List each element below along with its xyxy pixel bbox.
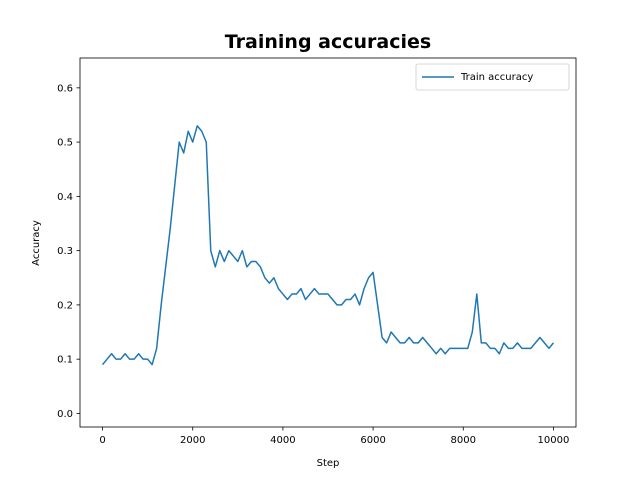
x-tick-label: 8000 <box>451 435 476 446</box>
plot-area-frame <box>79 57 577 428</box>
y-axis-label: Accuracy <box>31 220 42 266</box>
y-axis: 0.0 0.1 0.2 0.3 0.4 0.5 0.6 <box>57 83 80 420</box>
x-tick-label: 6000 <box>360 435 385 446</box>
chart-title: Training accuracies <box>225 31 431 53</box>
y-tick-label: 0.6 <box>57 83 73 94</box>
legend: Train accuracy <box>415 63 570 91</box>
x-tick-label: 0 <box>99 435 105 446</box>
legend-box <box>415 63 570 91</box>
series-line-train-accuracy <box>101 125 555 366</box>
plot-series <box>101 125 555 366</box>
y-tick-label: 0.3 <box>57 246 73 257</box>
y-tick-label: 0.0 <box>57 409 73 420</box>
x-tick-label: 4000 <box>270 435 295 446</box>
x-tick-label: 10000 <box>538 435 570 446</box>
x-axis: 0 2000 4000 6000 8000 10000 <box>99 427 569 446</box>
y-tick-label: 0.1 <box>57 355 73 366</box>
x-tick-label: 2000 <box>180 435 205 446</box>
legend-label: Train accuracy <box>460 72 533 83</box>
y-tick-label: 0.5 <box>57 138 73 149</box>
y-tick-label: 0.2 <box>57 300 73 311</box>
x-axis-label: Step <box>317 458 340 469</box>
y-tick-label: 0.4 <box>57 192 73 203</box>
